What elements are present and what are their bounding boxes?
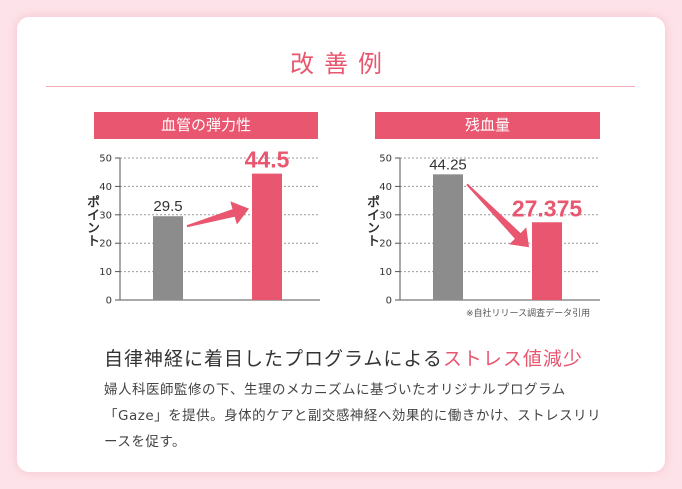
bar	[153, 216, 183, 300]
y-tick-label: 20	[99, 239, 112, 250]
y-tick-label: 30	[99, 210, 112, 221]
headline-text: 自律神経に着目したプログラムによる	[104, 348, 443, 370]
title-divider	[46, 86, 635, 87]
source-note: ※自社リリース調査データ引用	[466, 309, 591, 319]
data-label: 44.25	[429, 156, 467, 173]
headline: 自律神経に着目したプログラムによるストレス値減少	[104, 344, 583, 371]
bar	[532, 222, 562, 300]
y-tick-label: 50	[99, 154, 112, 165]
bar	[252, 173, 282, 300]
y-tick-label: 0	[106, 296, 112, 307]
data-label: 29.5	[153, 198, 182, 215]
y-tick-label: 50	[379, 154, 392, 165]
chart2-y-axis-label: ポイント	[364, 195, 379, 247]
data-label: 44.5	[245, 147, 290, 173]
data-label: 27.375	[512, 195, 583, 221]
y-tick-label: 40	[379, 182, 392, 193]
y-tick-label: 10	[99, 267, 112, 278]
bar	[433, 174, 463, 300]
chart2-plot: 0 10 20 30 40 50 44.25 27.375	[379, 154, 600, 307]
chart1-plot: 0 10 20 30 40 50 29.5 44.5	[99, 147, 320, 307]
y-tick-label: 0	[386, 296, 392, 307]
arrow-down-icon	[466, 183, 529, 248]
description-text: 婦人科医師監修の下、生理のメカニズムに基づいたオリジナルプログラム「Gaze」を…	[104, 382, 602, 450]
page-title: 改善例	[290, 50, 392, 78]
chart1-y-axis-label: ポイント	[84, 195, 99, 247]
y-tick-label: 30	[379, 210, 392, 221]
y-tick-label: 20	[379, 239, 392, 250]
y-tick-label: 40	[99, 182, 112, 193]
arrow-up-icon	[186, 201, 249, 228]
y-tick-label: 10	[379, 267, 392, 278]
chart2-title: 残血量	[375, 112, 600, 139]
headline-accent: ストレス値減少	[442, 348, 583, 370]
chart1-title: 血管の弾力性	[94, 112, 318, 139]
